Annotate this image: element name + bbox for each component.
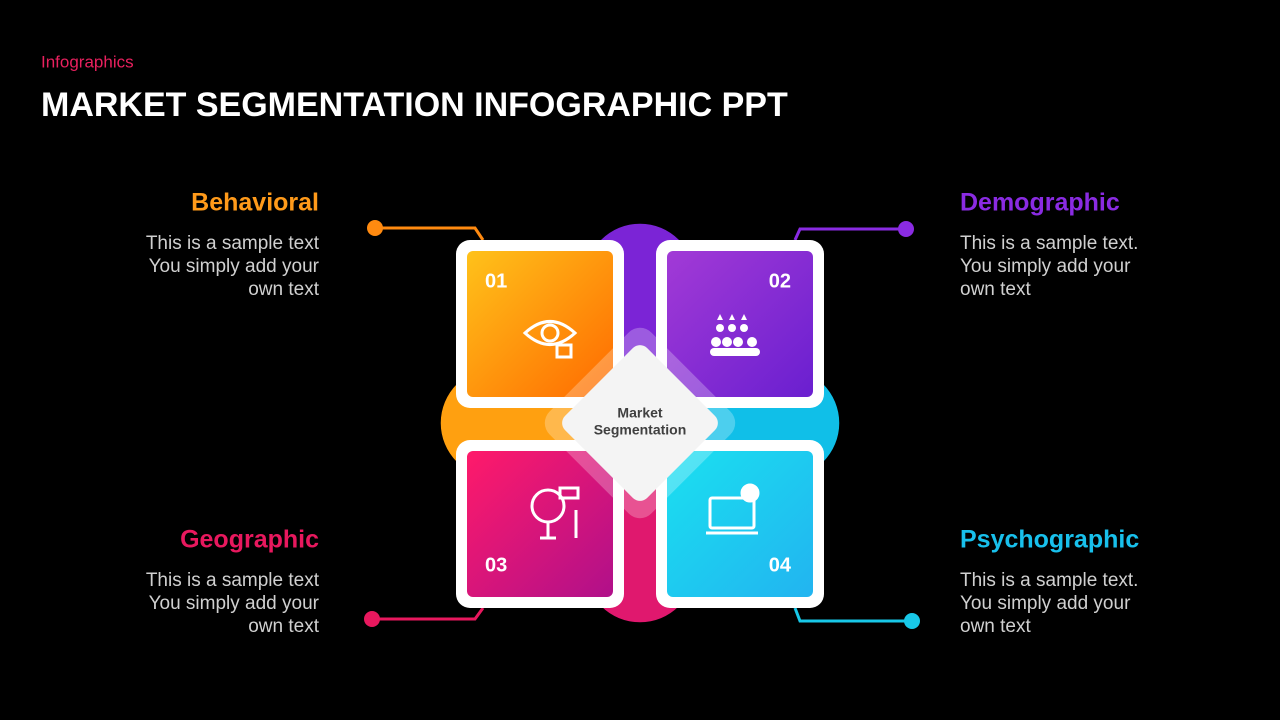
segment-title: Psychographic [960,526,1139,554]
segment-text: You simply add your [149,593,320,614]
segment-text: own text [248,279,319,300]
segment-number: 01 [485,270,507,292]
dot [904,613,920,629]
segment-number: 04 [769,554,792,576]
dot [364,611,380,627]
center-text: Market [617,405,662,421]
segment-number: 03 [485,554,507,576]
segment-text: You simply add your [149,256,320,277]
segment-title: Demographic [960,189,1120,217]
dot [898,221,914,237]
center-text: Segmentation [594,422,687,438]
segment-text: This is a sample text [146,570,320,591]
segment-text: This is a sample text. [960,233,1138,254]
dot [367,220,383,236]
header-label: Infographics [41,52,134,71]
segment-text: This is a sample text. [960,570,1138,591]
center-diamond [562,345,718,501]
segment-number: 02 [769,270,791,292]
segment-title: Behavioral [191,189,319,217]
segment-title: Geographic [180,526,319,554]
segment-text: This is a sample text [146,233,320,254]
segment-text: own text [960,279,1031,300]
people-icon [710,314,760,356]
segment-text: own text [960,616,1031,637]
title: MARKET SEGMENTATION INFOGRAPHIC PPT [41,86,788,124]
icons [522,320,760,540]
connectors [372,226,912,623]
segment-text: own text [248,616,319,637]
segment-text: You simply add your [960,593,1131,614]
segment-text: You simply add your [960,256,1131,277]
